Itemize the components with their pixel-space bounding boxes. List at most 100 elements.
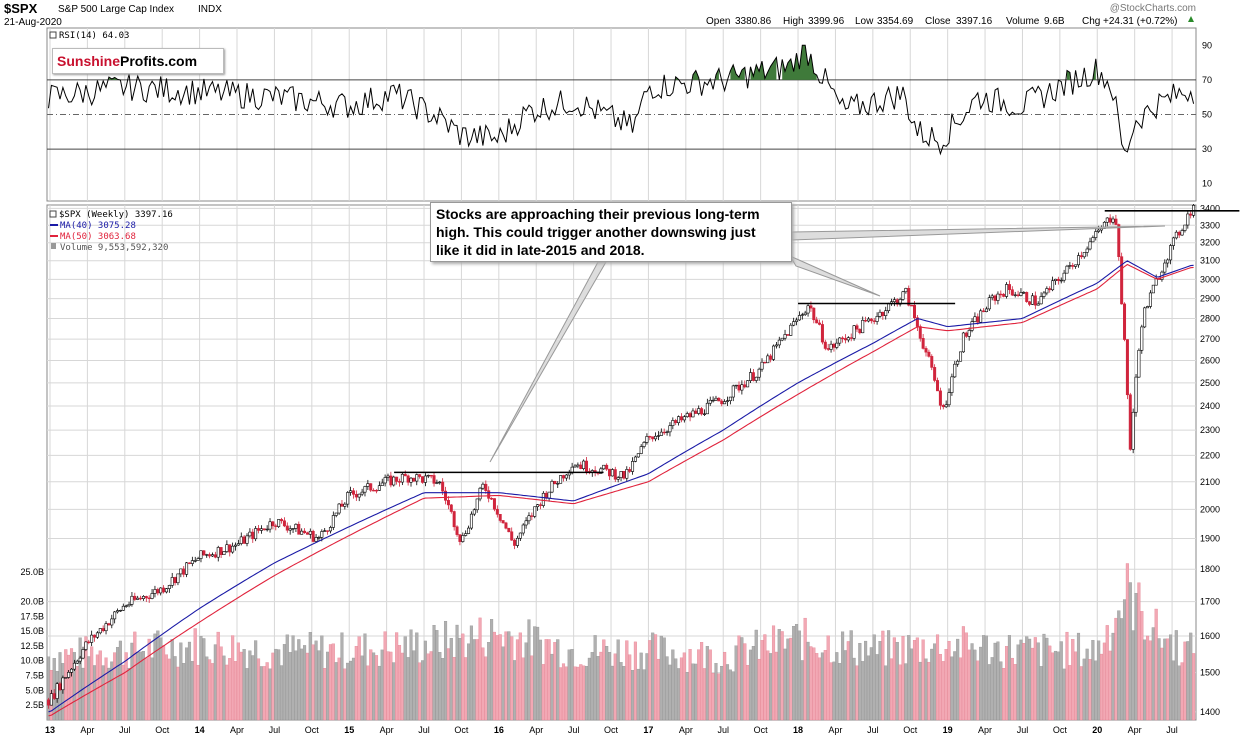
volume-bar — [311, 644, 315, 721]
price-candle-body — [846, 337, 850, 341]
price-candle-body — [1022, 292, 1026, 294]
chart-date: 21-Aug-2020 — [4, 17, 62, 28]
rsi-legend: RSI(14) 64.03 — [59, 31, 129, 41]
price-candle-body — [1143, 307, 1147, 328]
volume-bar — [665, 656, 669, 721]
price-candle-body — [864, 319, 868, 322]
volume-bar — [898, 664, 902, 721]
volume-bar — [242, 649, 246, 721]
price-candle-body — [481, 483, 485, 489]
price-legend-ma40: MA(40) 3075.28 — [60, 221, 136, 231]
volume-bar — [1068, 665, 1072, 721]
x-tick-label: Jul — [269, 725, 281, 735]
volume-bar — [127, 667, 131, 721]
price-candle-body — [866, 318, 870, 322]
x-tick-label: Apr — [828, 725, 842, 735]
price-candle-body — [717, 397, 721, 402]
price-candle-body — [182, 568, 186, 575]
price-candle-body — [930, 356, 934, 368]
x-tick-label: 20 — [1092, 725, 1102, 735]
price-candle-body — [556, 483, 560, 485]
price-candle-body — [78, 657, 82, 662]
volume-bar — [838, 663, 842, 721]
volume-bar — [682, 652, 686, 721]
price-candle-body — [936, 380, 940, 392]
price-candle-body — [714, 397, 718, 401]
volume-bar — [579, 664, 583, 721]
volume-bar — [774, 651, 778, 721]
price-candle-body — [441, 481, 445, 492]
volume-bar — [369, 649, 373, 721]
price-candle-body — [328, 527, 332, 532]
price-candle-body — [564, 474, 568, 479]
volume-bar — [622, 666, 626, 721]
volume-bar — [553, 642, 557, 721]
price-candle-body — [671, 420, 675, 426]
price-candle-body — [809, 305, 813, 309]
ohlc-readout: Open 3380.86 High 3399.96 Low 3354.69 Cl… — [706, 16, 1178, 27]
volume-bar — [372, 652, 376, 721]
volume-bar — [1120, 618, 1124, 721]
price-candle-body — [400, 473, 404, 483]
price-candle-body — [959, 351, 963, 362]
volume-bar — [826, 635, 830, 721]
volume-bar — [409, 629, 413, 721]
volume-bar — [677, 668, 681, 721]
volume-bar — [1174, 630, 1178, 721]
price-candle-body — [1007, 284, 1011, 291]
price-candle-body — [294, 523, 298, 529]
price-candle-body — [346, 492, 350, 505]
price-candle-body — [1114, 218, 1118, 225]
volume-bar — [901, 636, 905, 721]
price-candle-body — [950, 376, 954, 393]
volume-bar — [700, 642, 704, 721]
price-candle-body — [944, 404, 948, 408]
price-candle-body — [993, 295, 997, 301]
volume-bar — [783, 648, 787, 721]
price-candle-body — [262, 528, 266, 531]
price-candle-body — [46, 699, 50, 706]
volume-bar — [728, 669, 732, 721]
volume-bar — [1108, 650, 1112, 721]
volume-bar — [334, 662, 338, 721]
volume-bar — [1114, 617, 1118, 721]
volume-bar — [800, 660, 804, 721]
price-candle-body — [156, 589, 160, 594]
volume-bar — [314, 640, 318, 721]
price-candle-body — [956, 360, 960, 365]
volume-bar — [619, 662, 623, 721]
volume-bar — [130, 642, 134, 721]
price-candle-body — [1097, 229, 1101, 232]
price-candle-body — [530, 515, 534, 517]
price-candle-body — [426, 474, 430, 477]
volume-bar — [412, 650, 416, 721]
price-candle-body — [179, 568, 183, 575]
volume-bar — [1128, 582, 1132, 721]
price-candle-body — [795, 319, 799, 322]
volume-bar — [705, 646, 709, 721]
price-candle-body — [101, 628, 105, 632]
x-tick-label: 14 — [195, 725, 205, 735]
volume-bar — [464, 657, 468, 721]
x-tick-label: Apr — [679, 725, 693, 735]
volume-bar — [1180, 662, 1184, 721]
volume-bar — [1091, 640, 1095, 721]
volume-bar — [518, 632, 522, 721]
price-candle-body — [806, 305, 810, 314]
volume-bar — [904, 663, 908, 721]
price-candle-body — [349, 490, 353, 493]
volume-bar — [432, 625, 436, 721]
price-candle-body — [110, 618, 114, 626]
price-candle-body — [737, 384, 741, 391]
volume-bar — [392, 662, 396, 721]
volume-bar — [610, 665, 614, 721]
volume-bar — [441, 658, 445, 721]
price-candle-body — [317, 537, 321, 539]
price-series — [46, 204, 1240, 717]
volume-bar — [990, 657, 994, 721]
price-candle-body — [495, 508, 499, 515]
volume-bar — [277, 649, 281, 721]
price-y-tick-label: 2000 — [1200, 504, 1220, 514]
volume-bar — [751, 646, 755, 721]
volume-bar — [1117, 610, 1121, 721]
